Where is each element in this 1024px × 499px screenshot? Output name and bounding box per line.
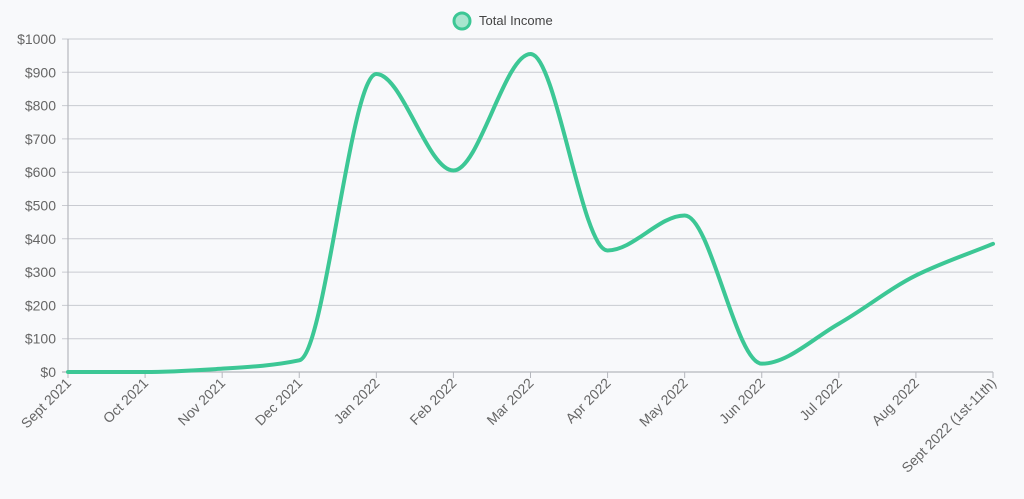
y-tick-label: $500 bbox=[25, 198, 56, 214]
x-tick-label: Nov 2021 bbox=[175, 375, 229, 429]
y-tick-label: $900 bbox=[25, 64, 56, 80]
series-line-total-income bbox=[66, 51, 995, 375]
y-tick-label: $200 bbox=[25, 297, 56, 313]
y-tick-label: $400 bbox=[25, 231, 56, 247]
y-tick-label: $300 bbox=[25, 264, 56, 280]
y-tick-label: $1000 bbox=[17, 31, 56, 47]
x-tick-label: Dec 2021 bbox=[252, 375, 306, 429]
grid-layer bbox=[62, 38, 993, 373]
legend-swatch-total-income[interactable] bbox=[452, 11, 472, 31]
x-tick-label: Sept 2021 bbox=[18, 375, 75, 432]
y-tick-label: $800 bbox=[25, 98, 56, 114]
x-tick-label: Jun 2022 bbox=[716, 375, 768, 427]
x-tick-label: Mar 2022 bbox=[483, 375, 536, 428]
x-tick-label: Jan 2022 bbox=[330, 375, 382, 427]
legend[interactable]: Total Income bbox=[452, 11, 553, 31]
x-tick-label: Aug 2022 bbox=[868, 375, 922, 429]
x-tick-label: May 2022 bbox=[636, 375, 691, 430]
y-tick-label: $100 bbox=[25, 331, 56, 347]
y-tick-label: $700 bbox=[25, 131, 56, 147]
x-tick-label: Apr 2022 bbox=[562, 375, 614, 427]
y-tick-label: $600 bbox=[25, 164, 56, 180]
x-tick-label: Oct 2021 bbox=[100, 375, 152, 427]
y-tick-label: $0 bbox=[40, 364, 56, 380]
y-axis-ticks: $0 $100 $200 $300 $400 $500 $600 $700 $800 $900 $1… bbox=[17, 31, 56, 380]
series-layer bbox=[66, 51, 995, 375]
x-tick-label: Feb 2022 bbox=[406, 375, 459, 428]
legend-label-total-income[interactable]: Total Income bbox=[479, 13, 553, 28]
x-axis-ticks: Sept 2021 Oct 2021 Nov 2021 Dec 2021 Jan 202… bbox=[18, 372, 999, 476]
x-tick-label: Jul 2022 bbox=[796, 375, 845, 424]
